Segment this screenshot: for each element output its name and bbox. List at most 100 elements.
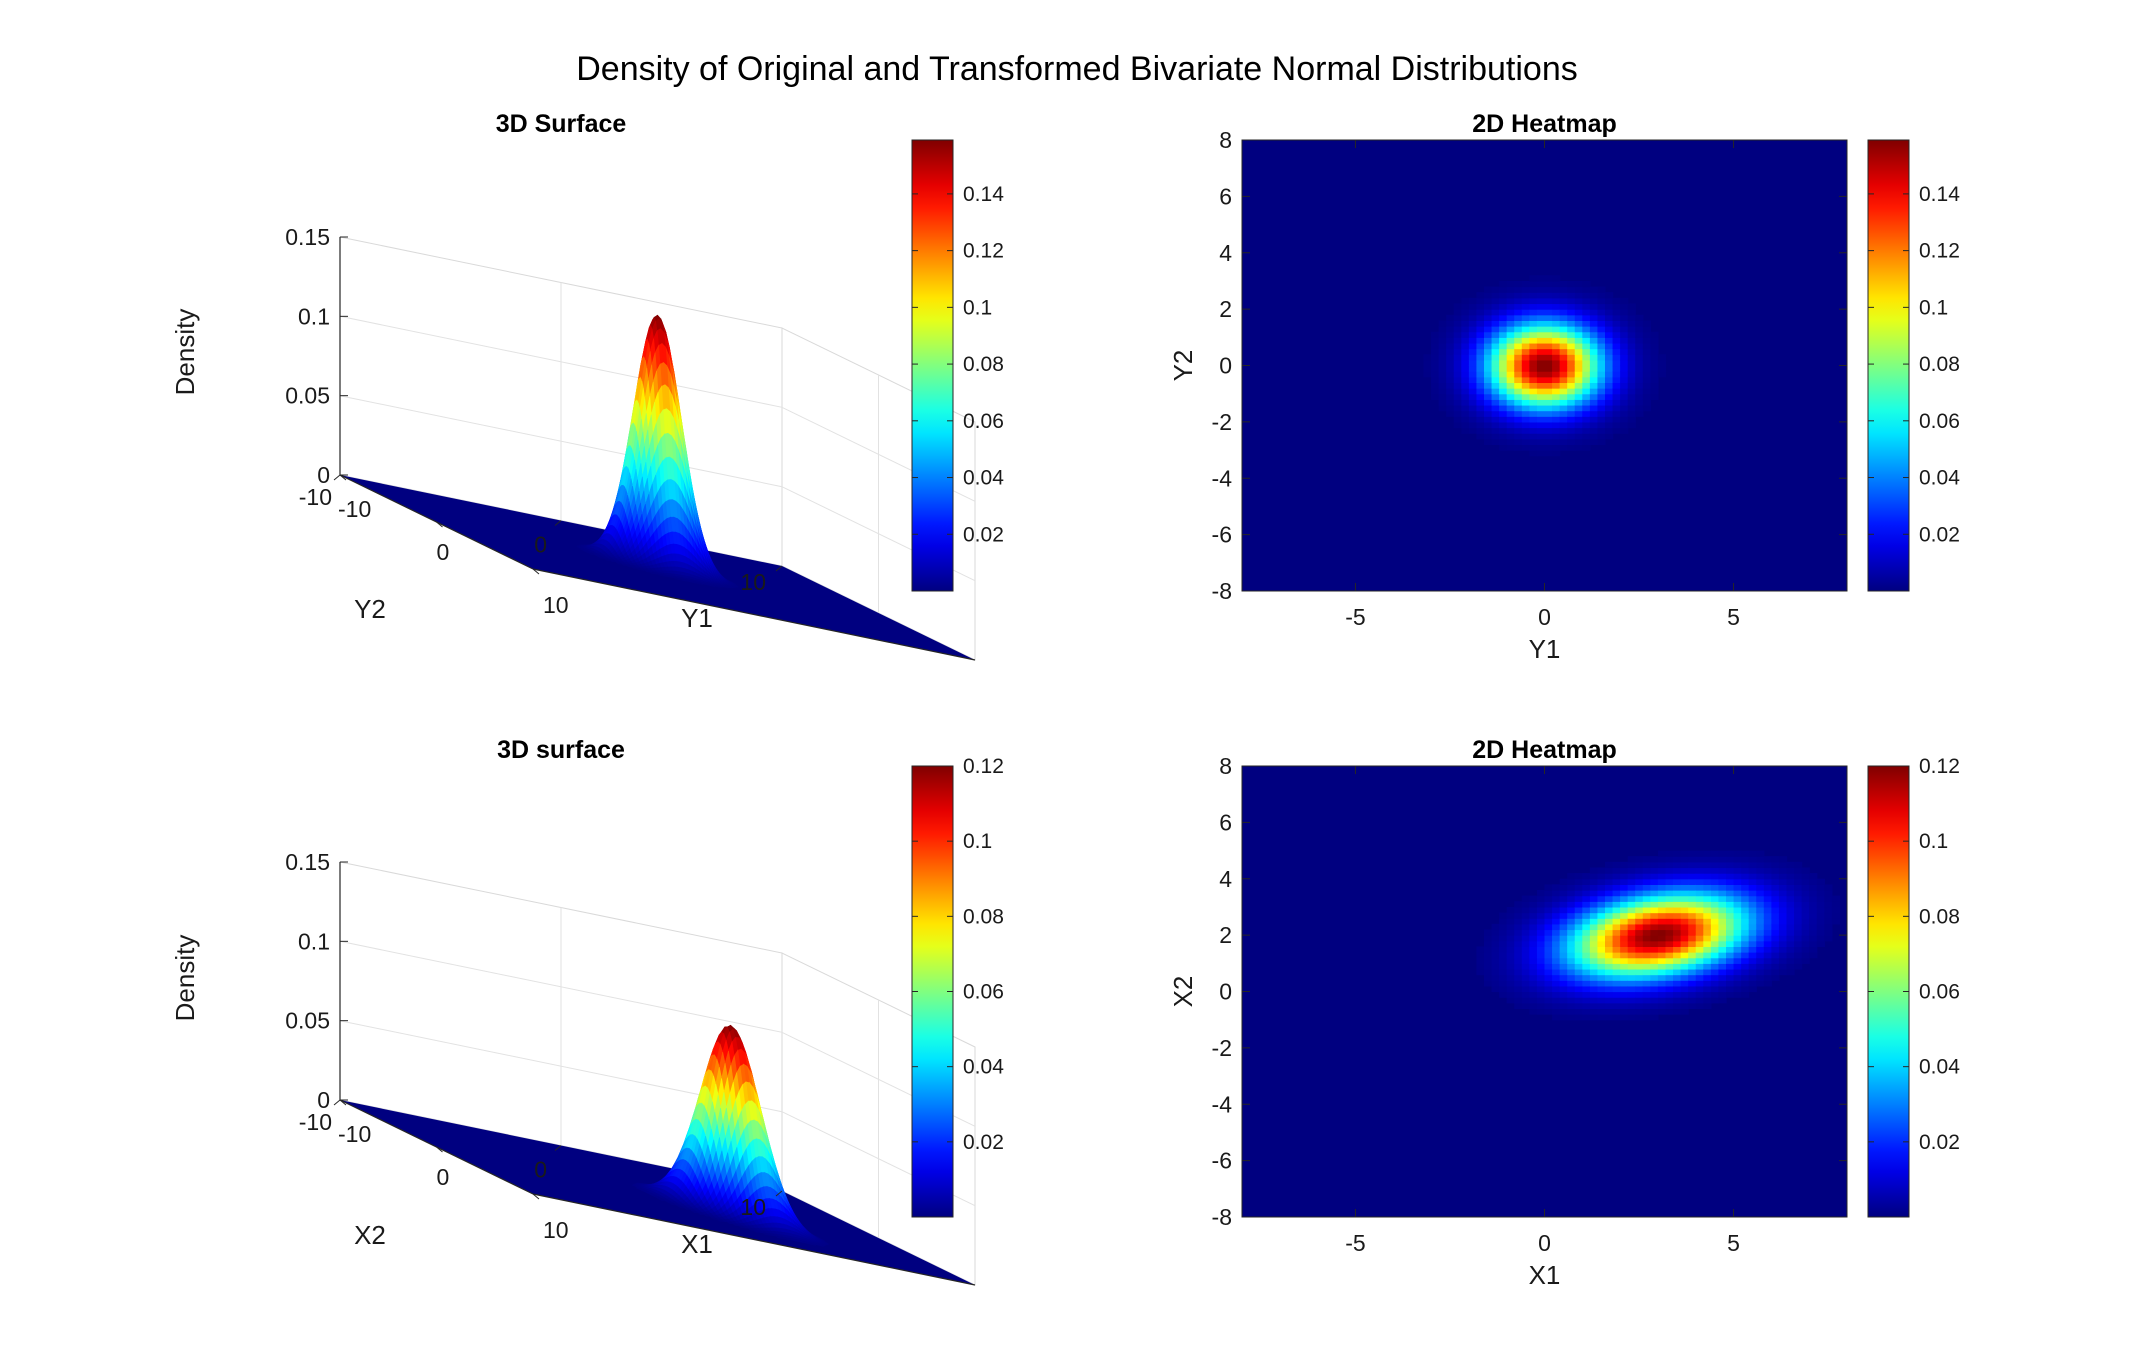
heatmap-cell xyxy=(1529,946,1538,953)
heatmap-cell xyxy=(1544,1008,1553,1015)
heatmap-cell xyxy=(1529,404,1538,412)
heatmap-cell xyxy=(1801,906,1810,914)
heatmap-cell xyxy=(1468,303,1478,310)
heatmap-cell xyxy=(1650,1014,1659,1021)
heatmap-cell xyxy=(1597,292,1606,299)
heatmap-cell xyxy=(1657,884,1667,891)
heatmap-cell xyxy=(1627,929,1636,936)
heatmap-cell xyxy=(1567,997,1576,1004)
heatmap-cell xyxy=(1627,861,1636,869)
heatmap-cell xyxy=(1673,906,1682,914)
heatmap-cell xyxy=(1771,968,1780,976)
heatmap-cell xyxy=(1620,918,1629,925)
heatmap-cell xyxy=(1695,1002,1704,1010)
heatmap-cell xyxy=(1794,952,1803,959)
heatmap-cell xyxy=(1514,974,1523,981)
heatmap-cell xyxy=(1582,388,1591,395)
heatmap-cell xyxy=(1635,382,1644,389)
heatmap-cell xyxy=(1809,906,1818,914)
heatmap-cell xyxy=(1468,337,1478,344)
heatmap-cell xyxy=(1446,404,1455,412)
heatmap-cell xyxy=(1484,331,1493,338)
heatmap-cell xyxy=(1680,940,1689,947)
heatmap-cell xyxy=(1529,952,1538,959)
heatmap-cell xyxy=(1801,912,1810,919)
heatmap-cell xyxy=(1612,867,1621,874)
heatmap-cell xyxy=(1680,974,1689,981)
heatmap-cell xyxy=(1650,963,1659,970)
heatmap-cell xyxy=(1642,940,1651,947)
heatmap-cell xyxy=(1718,923,1727,931)
heatmap-cell xyxy=(1673,890,1682,897)
heatmap-cell xyxy=(1544,912,1553,919)
heatmap-cell xyxy=(1521,974,1530,981)
heatmap-cell xyxy=(1650,861,1659,869)
heatmap-cell xyxy=(1718,968,1727,976)
heatmap-cell xyxy=(1521,371,1530,378)
colorbar-tick-label: 0.02 xyxy=(963,1131,1004,1154)
heatmap-cell xyxy=(1544,997,1553,1004)
heatmap-cell xyxy=(1589,878,1599,885)
heatmap-cell xyxy=(1605,884,1614,891)
heatmap-cell xyxy=(1680,952,1689,959)
heatmap-cell xyxy=(1567,416,1576,423)
heatmap-cell xyxy=(1559,895,1568,902)
heatmap-cell xyxy=(1673,856,1682,863)
heatmap-cell xyxy=(1499,980,1508,987)
heatmap-cell xyxy=(1499,427,1508,434)
heatmap-cell xyxy=(1589,376,1599,384)
heatmap-cell xyxy=(1559,918,1568,925)
heatmap-cell xyxy=(1476,314,1485,321)
heatmap-cell xyxy=(1589,365,1599,372)
colorbar-tick-label: 0.08 xyxy=(1919,353,1960,376)
heatmap-cell xyxy=(1809,929,1818,936)
heatmap-cell xyxy=(1544,309,1553,316)
heatmap-cell xyxy=(1620,906,1629,914)
heatmap-cell xyxy=(1567,348,1576,355)
heatmap-cell xyxy=(1574,906,1583,914)
heatmap-cell xyxy=(1680,890,1689,897)
heatmap-cell xyxy=(1733,918,1742,925)
heatmap-cell xyxy=(1476,365,1485,372)
heatmap-cell xyxy=(1589,873,1599,880)
heatmap-cell xyxy=(1726,906,1735,914)
heatmap-cell xyxy=(1552,337,1561,344)
heatmap-cell xyxy=(1484,968,1493,976)
heatmap-cell xyxy=(1574,946,1583,953)
heatmap-cell xyxy=(1771,974,1780,981)
x-tick-label: 0 xyxy=(437,1164,450,1190)
heatmap-cell xyxy=(1665,890,1674,897)
heatmap-cell xyxy=(1620,326,1629,333)
heatmap-cell xyxy=(1733,935,1742,942)
heatmap-cell xyxy=(1605,303,1614,310)
heatmap-cell xyxy=(1605,867,1614,874)
heatmap-cell xyxy=(1688,901,1697,908)
heatmap-cell xyxy=(1506,309,1515,316)
heatmap-cell xyxy=(1756,901,1765,908)
heatmap-cell xyxy=(1763,980,1772,987)
heatmap-cell xyxy=(1786,906,1795,914)
heatmap-cell xyxy=(1612,1008,1621,1015)
heatmap-cell xyxy=(1461,376,1470,384)
heatmap-cell xyxy=(1559,912,1568,919)
heatmap-cell xyxy=(1726,923,1735,931)
heatmap-cell xyxy=(1680,861,1689,869)
heatmap-cell xyxy=(1589,404,1599,412)
heatmap-cell xyxy=(1567,331,1576,338)
heatmap-cell xyxy=(1718,878,1727,885)
heatmap-cell xyxy=(1506,365,1515,372)
heatmap-cell xyxy=(1657,912,1667,919)
heatmap-cell xyxy=(1521,421,1530,429)
heatmap-cell xyxy=(1552,376,1561,384)
heatmap-cell xyxy=(1605,337,1614,344)
heatmap-cell xyxy=(1582,884,1591,891)
heatmap-cell xyxy=(1627,331,1636,338)
heatmap-cell xyxy=(1627,867,1636,874)
heatmap-cell xyxy=(1733,867,1742,874)
y-tick-label: -4 xyxy=(1212,1091,1233,1117)
heatmap-cell xyxy=(1635,359,1644,367)
heatmap-cell xyxy=(1529,292,1538,299)
heatmap-cell xyxy=(1552,314,1561,321)
heatmap-cell xyxy=(1778,935,1788,942)
heatmap-cell xyxy=(1635,1008,1644,1015)
